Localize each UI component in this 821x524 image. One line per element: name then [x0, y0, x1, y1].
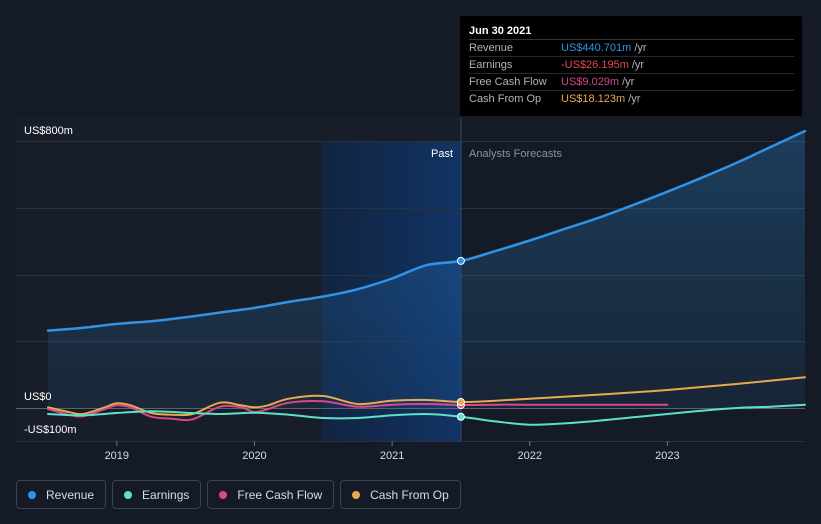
- legend-label: Free Cash Flow: [237, 487, 323, 502]
- legend: Revenue Earnings Free Cash Flow Cash From O…: [16, 480, 461, 509]
- marker-cash-from-op: [456, 397, 465, 406]
- tooltip-row-value: US$440.701m: [561, 42, 632, 54]
- tooltip-row: Cash From Op US$18.123m/yr: [469, 91, 794, 108]
- legend-label: Earnings: [142, 487, 190, 502]
- series-line-cash-from-op: [47, 376, 806, 417]
- tooltip-row-unit: /yr: [622, 76, 635, 88]
- tooltip-row-label: Free Cash Flow: [469, 76, 547, 88]
- legend-label: Revenue: [46, 487, 95, 502]
- legend-dot-icon: [124, 490, 133, 499]
- tooltip-row-unit: /yr: [634, 42, 647, 54]
- tooltip-row-unit: /yr: [628, 93, 641, 105]
- legend-dot-icon: [28, 490, 36, 499]
- y-label-top: US$800m: [24, 125, 73, 137]
- revenue-area: [48, 131, 805, 408]
- legend-item-earnings[interactable]: Earnings: [112, 480, 202, 509]
- legend-dot-icon: [219, 490, 228, 499]
- tooltip-row-unit: /yr: [631, 59, 645, 71]
- series-line-earnings: [47, 403, 806, 426]
- tooltip-row-value: US$18.123m: [561, 93, 626, 105]
- x-tick-label: 2023: [655, 450, 679, 462]
- legend-label: Cash From Op: [370, 487, 449, 502]
- past-label: Past: [431, 148, 453, 160]
- x-tick-label: 2022: [517, 450, 541, 462]
- tooltip-row-value: US$9.029m: [561, 76, 620, 88]
- tooltip-row-label: Revenue: [469, 42, 514, 54]
- forecast-label: Analysts Forecasts: [469, 148, 562, 160]
- tooltip: Jun 30 2021 Revenue US$440.701m/yr Earning…: [460, 16, 802, 116]
- x-tick-label: 2019: [105, 450, 129, 462]
- x-tick-label: 2021: [380, 450, 404, 462]
- legend-item-cash-from-op[interactable]: Cash From Op: [340, 480, 461, 509]
- markers: [456, 256, 465, 421]
- y-label-zero: US$0: [24, 391, 52, 403]
- tooltip-row: Earnings -US$26.195m/yr: [469, 57, 794, 74]
- legend-item-free-cash-flow[interactable]: Free Cash Flow: [207, 480, 335, 509]
- marker-earnings: [456, 412, 465, 421]
- tooltip-row: Free Cash Flow US$9.029m/yr: [469, 74, 794, 91]
- x-axis: 2019 2020 2021 2022 2023: [105, 441, 680, 462]
- tooltip-row-value: -US$26.195m: [561, 59, 629, 71]
- tooltip-row-label: Earnings: [469, 59, 513, 71]
- tooltip-row: Revenue US$440.701m/yr: [469, 40, 794, 57]
- tooltip-rows: Revenue US$440.701m/yr Earnings -US$26.195m…: [469, 40, 794, 108]
- y-label-bottom: -US$100m: [24, 424, 77, 436]
- series-line-revenue: [46, 129, 807, 332]
- series-group: [46, 129, 807, 426]
- x-tick-label: 2020: [242, 450, 266, 462]
- legend-item-revenue[interactable]: Revenue: [16, 480, 107, 509]
- tooltip-row-label: Cash From Op: [469, 93, 542, 105]
- legend-dot-icon: [352, 490, 361, 499]
- tooltip-date: Jun 30 2021: [469, 24, 794, 40]
- marker-revenue: [456, 256, 465, 265]
